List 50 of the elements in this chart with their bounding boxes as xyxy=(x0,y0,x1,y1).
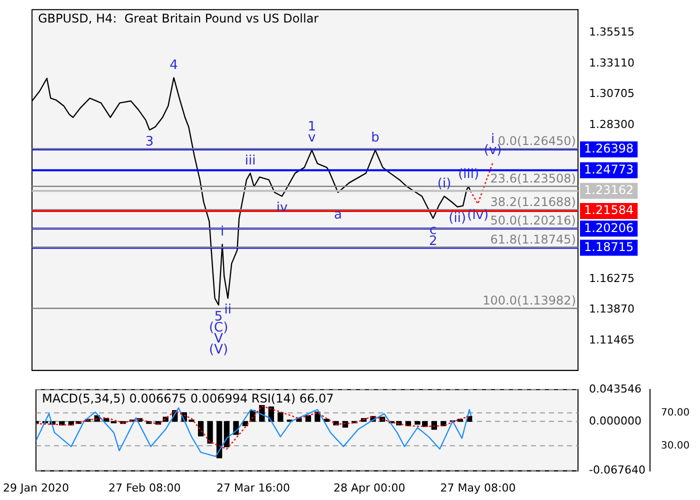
ref-line-label: 38.2(1.21688) xyxy=(490,194,576,209)
ref-line-label: 0.0(1.26450) xyxy=(498,134,576,148)
annotation: a xyxy=(334,208,342,223)
annotation: (iv) xyxy=(467,208,489,224)
y-tick-label: -0.067640 xyxy=(589,464,646,477)
y-tick-label: 0.000000 xyxy=(589,414,642,428)
ref-line-label: 1.26398 xyxy=(584,142,634,156)
y-tick-label: 1.33110 xyxy=(589,56,634,70)
annotation: b xyxy=(371,130,380,146)
bar xyxy=(305,415,312,422)
annotation: 3 xyxy=(145,134,154,150)
bar xyxy=(278,412,284,422)
y2-tick-label: 30.00 xyxy=(661,440,690,452)
y-tick-label: 1.13870 xyxy=(589,302,634,316)
bar xyxy=(198,421,204,436)
y2-tick-label: 70.00 xyxy=(661,407,690,418)
annotation: i xyxy=(220,224,224,240)
y-tick-label: 1.16275 xyxy=(589,272,634,285)
ref-line-label: 1.20206 xyxy=(584,220,634,235)
annotation: i xyxy=(490,132,495,147)
x-tick-label: 29 Jan 2020 xyxy=(2,481,69,494)
annotation: 4 xyxy=(170,58,178,74)
annotation: (ii) xyxy=(448,211,466,226)
annotation: (V) xyxy=(209,342,228,358)
x-tick-label: 27 May 08:00 xyxy=(440,481,516,494)
ref-line-label: 1.21584 xyxy=(584,203,634,218)
y-tick-label: 1.35515 xyxy=(589,26,634,39)
bar xyxy=(431,421,437,430)
chart-title: GBPUSD, H4: Great Britain Pound vs US Dollar xyxy=(38,12,319,26)
ref-line-label: 1.24773 xyxy=(584,162,634,176)
bar xyxy=(224,421,230,448)
line-series xyxy=(36,405,470,450)
y-tick-label: 1.28300 xyxy=(589,118,634,131)
ref-line-label: 100.0(1.13982) xyxy=(482,293,576,308)
bar xyxy=(207,421,213,444)
chart-title: MACD(5,34,5) 0.006675 0.006994 RSI(14) 66.07 xyxy=(42,392,334,406)
y-tick-label: 1.30705 xyxy=(589,87,634,100)
x-tick-label: 27 Feb 08:00 xyxy=(108,481,181,494)
ref-line-label: 50.0(1.20216) xyxy=(490,214,576,228)
x-tick-label: 27 Mar 16:00 xyxy=(216,481,290,494)
y-tick-label: 1.11465 xyxy=(589,333,634,346)
annotation: (iii) xyxy=(458,167,480,182)
ref-line-label: 1.18715 xyxy=(584,240,634,254)
y-tick-label: 0.043546 xyxy=(589,382,642,396)
ref-line-label: 61.8(1.18745) xyxy=(490,232,576,246)
ref-line-label: 23.6(1.23508) xyxy=(490,172,576,186)
annotation: iii xyxy=(244,154,256,169)
annotation: 2 xyxy=(428,234,438,249)
x-tick-label: 28 Apr 00:00 xyxy=(333,481,406,494)
ref-line-label: 1.23162 xyxy=(584,182,634,197)
